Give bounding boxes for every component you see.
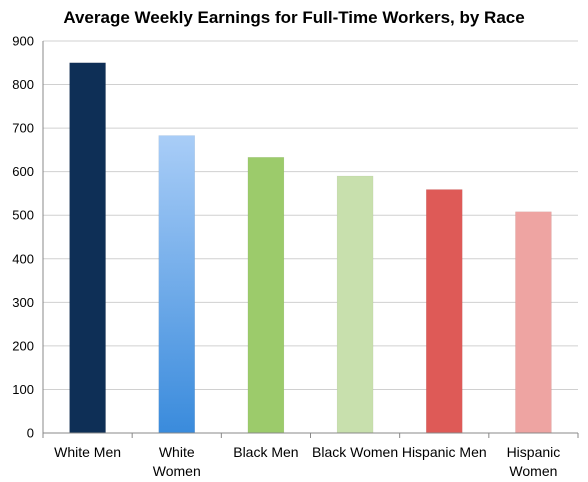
bar: [336, 175, 374, 434]
y-tick-label: 500: [12, 208, 34, 223]
x-category-label: Black Men: [233, 444, 298, 460]
chart-title: Average Weekly Earnings for Full-Time Wo…: [63, 8, 524, 27]
y-tick-label: 0: [27, 426, 34, 441]
y-tick-label: 700: [12, 121, 34, 136]
x-category-label: Women: [153, 463, 201, 479]
y-tick-label: 200: [12, 338, 34, 353]
y-tick-label: 400: [12, 251, 34, 266]
x-category-label: Hispanic: [507, 444, 561, 460]
axes: 0 100 200 300 400 500 600 700 800 900 White Men Whi…: [12, 34, 579, 479]
y-tick-label: 900: [12, 34, 34, 49]
bar: [515, 211, 552, 434]
bars: [69, 62, 552, 434]
x-category-label: Black Women: [312, 444, 398, 460]
y-tick-label: 800: [12, 77, 34, 92]
x-category-label: White Men: [54, 444, 121, 460]
gridlines: [43, 40, 578, 434]
bar: [426, 189, 463, 434]
y-tick-label: 100: [12, 382, 34, 397]
bar: [158, 135, 195, 434]
y-tick-label: 600: [12, 164, 34, 179]
x-category-label: White: [159, 444, 195, 460]
bar: [69, 62, 106, 434]
x-category-label: Hispanic Men: [402, 444, 487, 460]
y-tick-label: 300: [12, 295, 34, 310]
bar: [247, 157, 285, 434]
x-category-label: Women: [509, 463, 557, 479]
